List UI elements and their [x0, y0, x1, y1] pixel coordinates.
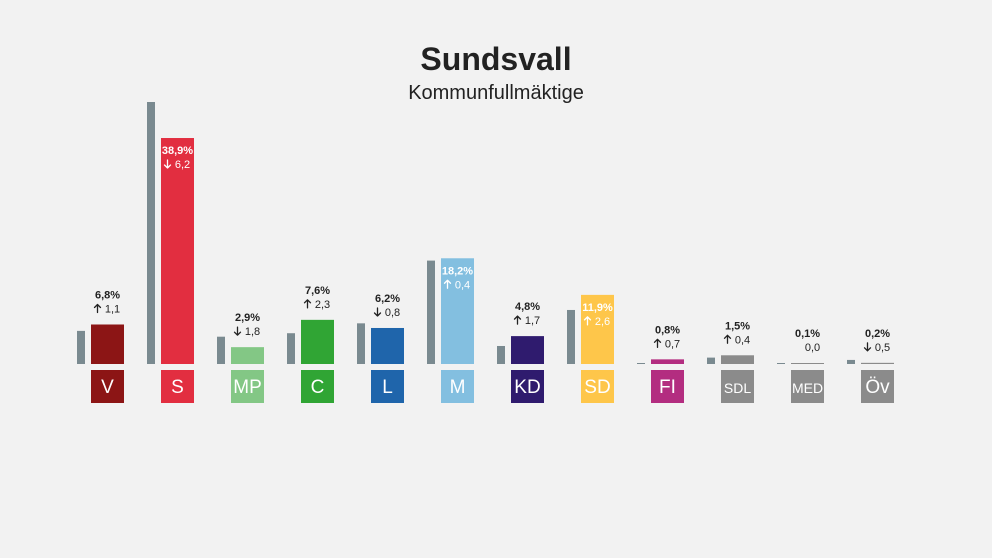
party-label-V: V [101, 377, 114, 398]
bar-current-S [161, 138, 194, 364]
bar-previous-SD [567, 309, 575, 364]
party-box-FI [651, 370, 684, 403]
party-box-S [161, 370, 194, 403]
value-label-M: 18,2% [442, 265, 473, 277]
bar-current-KD [511, 336, 544, 364]
party-box-MED [791, 370, 824, 403]
change-arrow-down-icon [163, 159, 172, 169]
value-label-MED: 0,1% [795, 328, 820, 340]
bar-current-V [91, 324, 124, 364]
value-label-SD: 11,9% [582, 302, 613, 314]
change-label-MED: 0,0 [805, 342, 820, 354]
bar-previous-C [287, 333, 295, 364]
bar-previous-V [77, 330, 85, 364]
value-label-S: 38,9% [162, 145, 193, 157]
change-label-S: 6,2 [175, 159, 190, 171]
change-arrow-up-icon [513, 315, 522, 325]
bar-previous-FI [637, 363, 645, 364]
bar-group: 6,8% 1,1 V 38,9% 6,2 S 2,9% 1,8 MP 7,6% 2,3 C 6,2% 0,… [77, 102, 894, 403]
party-label-C: C [311, 377, 325, 398]
change-arrow-up-icon [723, 334, 732, 344]
bar-previous-MED [777, 363, 785, 364]
change-arrow-up-icon [443, 279, 452, 289]
bar-current-L [371, 327, 404, 364]
bar-previous-M [427, 260, 435, 364]
bar-previous-SDL [707, 357, 715, 364]
value-label-KD: 4,8% [515, 301, 540, 313]
bar-previous-MP [217, 336, 225, 364]
bar-previous-S [147, 102, 155, 364]
change-label-Öv: 0,5 [875, 342, 890, 354]
change-arrow-down-icon [233, 326, 242, 336]
bar-current-C [301, 319, 334, 364]
bar-previous-KD [497, 345, 505, 364]
change-arrow-down-icon [373, 307, 382, 317]
value-label-V: 6,8% [95, 289, 120, 301]
change-label-MP: 1,8 [245, 326, 260, 338]
party-label-Öv: Öv [865, 377, 890, 398]
change-arrow-up-icon [653, 338, 662, 349]
party-box-Öv [861, 370, 894, 403]
party-label-M: M [450, 377, 466, 398]
change-arrow-down-icon [863, 342, 872, 352]
value-label-SDL: 1,5% [725, 320, 750, 332]
party-box-C [301, 370, 334, 403]
party-box-SD [581, 370, 614, 403]
change-label-SD: 2,6 [595, 316, 610, 328]
value-label-MP: 2,9% [235, 312, 260, 324]
change-label-KD: 1,7 [525, 315, 540, 327]
change-arrow-up-icon [583, 316, 592, 326]
bar-current-Öv [861, 362, 894, 364]
bar-current-SDL [721, 355, 754, 364]
party-label-L: L [382, 377, 393, 398]
value-label-C: 7,6% [305, 285, 330, 297]
change-label-V: 1,1 [105, 303, 120, 315]
chart-title: Sundsvall [420, 41, 571, 77]
party-box-L [371, 370, 404, 403]
party-box-SDL [721, 370, 754, 403]
party-label-S: S [171, 377, 184, 398]
change-label-SDL: 0,4 [735, 334, 750, 346]
party-label-MED: MED [792, 380, 823, 396]
value-label-FI: 0,8% [655, 324, 680, 336]
party-box-MP [231, 370, 264, 403]
change-label-C: 2,3 [315, 299, 330, 311]
party-box-V [91, 370, 124, 403]
party-label-KD: KD [514, 377, 540, 398]
party-label-FI: FI [659, 377, 676, 398]
bar-current-MP [231, 347, 264, 364]
value-label-Öv: 0,2% [865, 328, 890, 340]
party-box-M [441, 370, 474, 403]
change-label-M: 0,4 [455, 279, 470, 291]
bar-current-M [441, 258, 474, 364]
party-label-SDL: SDL [724, 380, 751, 396]
chart-subtitle: Kommunfullmäktige [408, 82, 584, 104]
change-arrow-up-icon [303, 299, 312, 309]
party-box-KD [511, 370, 544, 403]
value-label-L: 6,2% [375, 293, 400, 305]
bar-current-SD [581, 294, 614, 364]
bar-current-MED [791, 363, 824, 364]
change-label-FI: 0,7 [665, 338, 680, 350]
bar-previous-L [357, 323, 365, 364]
bar-current-FI [651, 359, 684, 364]
change-label-L: 0,8 [385, 307, 400, 319]
party-label-MP: MP [233, 377, 262, 398]
party-label-SD: SD [584, 377, 610, 398]
change-arrow-up-icon [93, 303, 102, 314]
bar-previous-Öv [847, 359, 855, 364]
